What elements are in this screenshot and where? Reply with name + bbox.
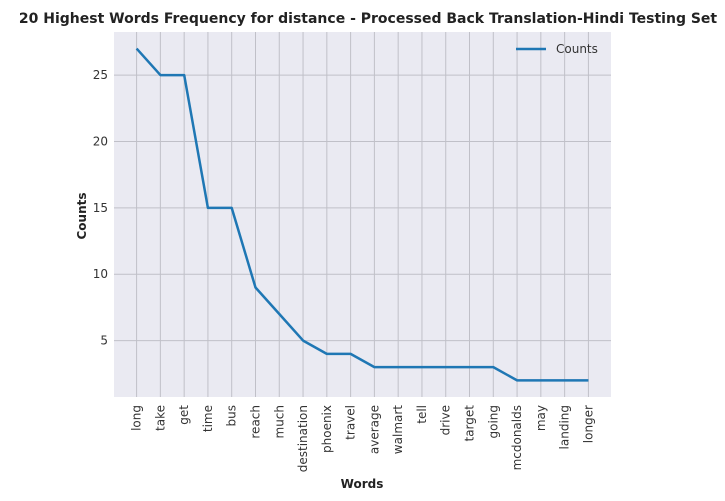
chart-title: 20 Highest Words Frequency for distance …: [19, 11, 718, 27]
x-tick-label: destination: [296, 405, 310, 472]
series-line-counts: [135, 47, 589, 382]
y-tick-label: 15: [93, 201, 108, 215]
x-tick-label: reach: [248, 405, 262, 439]
plot-area: [114, 32, 611, 397]
x-tick-label: take: [153, 405, 167, 431]
x-tick-label: mcdonalds: [510, 405, 524, 470]
x-tick-label: drive: [439, 405, 453, 435]
x-tick-label: much: [272, 405, 286, 439]
y-axis-label: Counts: [75, 192, 89, 239]
y-axis-ticks: 5 10 15 20 25: [93, 68, 108, 347]
y-tick-label: 20: [93, 135, 108, 149]
x-tick-label: walmart: [391, 405, 405, 454]
y-tick-label: 25: [93, 68, 108, 82]
x-tick-label: phoenix: [320, 405, 334, 453]
y-tick-label: 5: [100, 334, 108, 348]
x-tick-label: average: [367, 405, 381, 454]
x-tick-label: tell: [415, 405, 429, 424]
x-tick-label: landing: [558, 405, 572, 449]
x-tick-label: longer: [581, 405, 595, 443]
x-tick-label: bus: [225, 405, 239, 426]
x-tick-label: travel: [344, 405, 358, 440]
x-tick-label: time: [201, 405, 215, 432]
x-tick-label: long: [130, 405, 144, 431]
x-axis-ticks: long take get time bus reach much destination ph…: [130, 405, 596, 473]
x-axis-label: Words: [341, 477, 384, 491]
x-tick-label: may: [534, 405, 548, 431]
x-tick-label: target: [463, 405, 477, 442]
legend-label: Counts: [556, 42, 598, 56]
x-tick-label: get: [177, 405, 191, 425]
x-tick-label: going: [486, 405, 500, 439]
legend: Counts: [516, 42, 598, 56]
y-tick-label: 10: [93, 267, 108, 281]
grid: [114, 32, 611, 397]
